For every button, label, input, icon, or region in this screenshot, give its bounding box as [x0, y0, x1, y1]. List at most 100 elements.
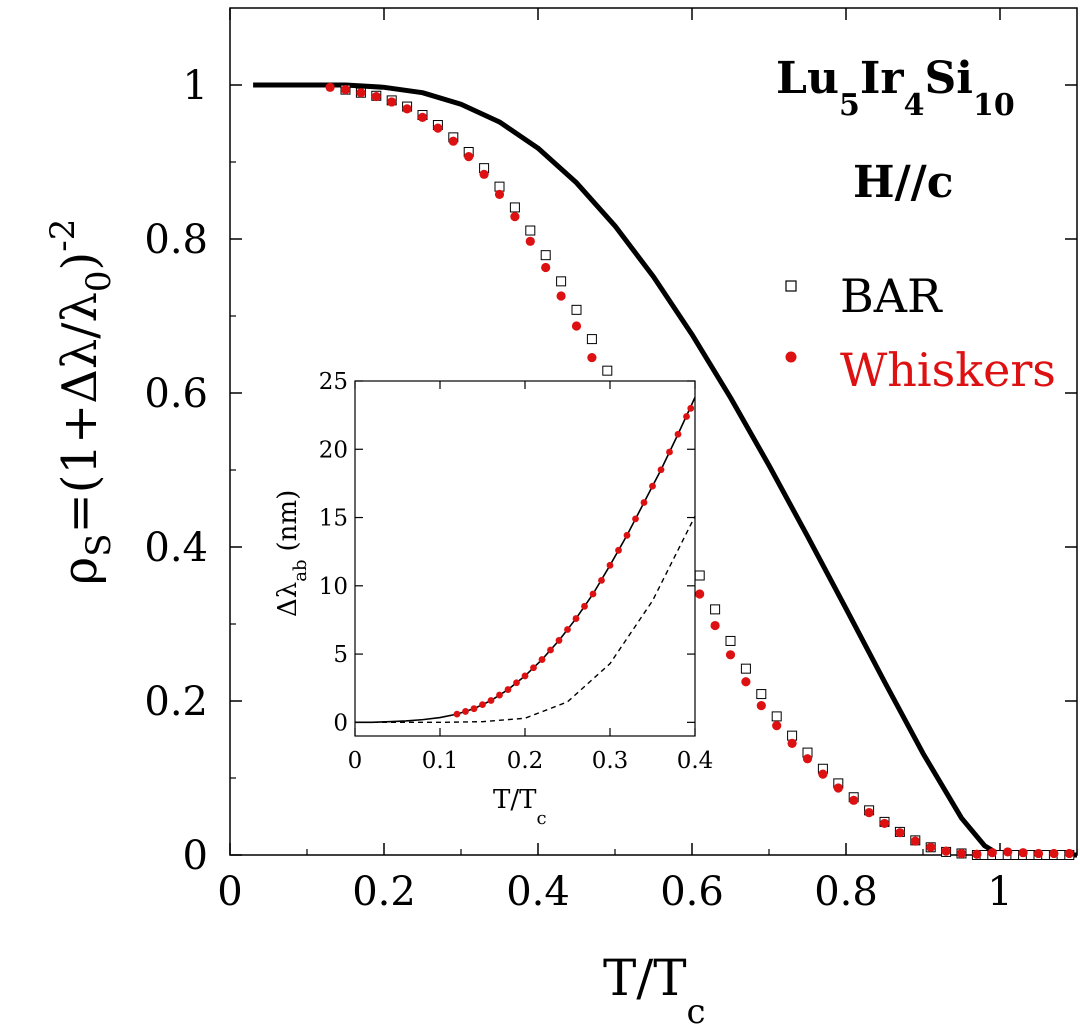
inset-whiskers-point: [666, 448, 673, 456]
inset-whiskers-point: [649, 482, 656, 490]
inset-whiskers-point: [683, 413, 690, 420]
bar-point: [509, 202, 520, 213]
whiskers-point: [772, 721, 782, 731]
formula-subscript: 10: [973, 88, 1015, 123]
whiskers-point: [833, 783, 843, 793]
whiskers-point: [371, 91, 381, 102]
bar-point: [725, 635, 736, 646]
inset-whiskers-point: [496, 691, 503, 699]
inset-y-tick-label: 15: [319, 506, 348, 532]
inset-x-tick-label: 0.1: [422, 748, 459, 774]
bar-point: [540, 250, 551, 261]
inset-y-tick-label: 0: [333, 710, 348, 736]
whiskers-point: [541, 262, 551, 273]
inset-whiskers-point: [521, 672, 529, 680]
bar-point: [586, 334, 597, 345]
inset-whiskers-point: [453, 710, 461, 718]
formula-element: Lu: [776, 53, 839, 104]
inset-whiskers-point: [581, 602, 588, 610]
whiskers-point: [756, 701, 766, 711]
x-tick-label: 0.6: [660, 869, 724, 915]
bar-point: [710, 604, 721, 615]
y-axis-label: ρS=(1+Δλ/λ0)-2: [43, 219, 119, 585]
y-label-lambda-sub: 0: [79, 270, 119, 292]
whiskers-point: [525, 236, 535, 246]
inset-whiskers-point: [640, 499, 648, 506]
inset-x-tick-label: 0: [348, 748, 363, 774]
formula-element: Si: [924, 53, 973, 104]
inset-whiskers-point: [598, 576, 605, 584]
bar-point: [602, 365, 613, 376]
inset-series: [355, 397, 696, 724]
inset-whiskers-point: [530, 664, 537, 672]
whiskers-point: [710, 620, 720, 631]
inset-axis-labels: T/Tc Δλab (nm): [273, 490, 547, 829]
inset-whiskers-point: [606, 561, 614, 569]
bar-point: [571, 304, 582, 315]
y-tick-label: 0.2: [144, 679, 208, 725]
inset-whiskers-point: [687, 404, 695, 412]
whiskers-point: [941, 846, 951, 856]
inset-whiskers-point: [564, 626, 571, 633]
x-axis-label-main: T/T: [603, 949, 687, 1007]
x-axis-label-sub: c: [687, 992, 706, 1029]
formula-element: Ir: [860, 53, 905, 104]
main-ticks: [229, 8, 1078, 856]
inset-y-label-main: Δλ: [273, 582, 303, 617]
model-curve: [253, 82, 1077, 858]
inset-whiskers-point: [589, 590, 597, 598]
inset-dashed-curve: [355, 515, 696, 724]
whiskers-point: [402, 104, 412, 114]
whiskers-point: [464, 152, 474, 162]
inset-whiskers-point: [632, 515, 639, 523]
whiskers-point: [479, 169, 489, 179]
whiskers-point: [956, 848, 967, 859]
inset-y-tick-label: 25: [319, 369, 348, 395]
inset-whiskers-point: [623, 531, 631, 539]
whiskers-point: [818, 769, 828, 779]
inset-tick-labels: 0 0.1 0.2 0.3 0.4 0 5 10 15 20 25: [319, 369, 714, 774]
inset-whiskers-point: [462, 708, 469, 715]
inset-whiskers-point: [555, 637, 563, 644]
x-tick-label: 0.8: [814, 869, 878, 915]
whiskers-point: [494, 189, 505, 199]
bar-point: [756, 689, 767, 700]
bar-point: [694, 570, 705, 581]
inset-y-tick-label: 10: [319, 574, 348, 600]
whiskers-point: [387, 97, 397, 107]
whiskers-point: [1033, 848, 1044, 859]
y-tick-label: 0.6: [144, 371, 208, 417]
legend-label-bar: BAR: [840, 269, 943, 323]
whiskers-point: [725, 650, 736, 660]
inset-whiskers-point: [615, 546, 622, 554]
inset-ticks: [354, 380, 696, 736]
inset-whiskers-point: [538, 656, 546, 663]
inset-whiskers-point: [513, 679, 520, 687]
whiskers-point: [864, 808, 874, 818]
y-label-exponent: -2: [43, 219, 83, 252]
whiskers-point: [510, 212, 520, 222]
inset-x-label-sub: c: [536, 808, 546, 829]
x-axis-label: T/Tc: [603, 949, 706, 1029]
whiskers-point: [987, 848, 997, 858]
x-tick-label: 0.2: [352, 869, 416, 915]
y-label-expression: =(1+Δλ/λ: [52, 292, 108, 533]
x-tick-label: 1: [987, 869, 1012, 915]
y-tick-label: 0.4: [144, 525, 208, 571]
whiskers-point: [895, 828, 905, 838]
whiskers-point: [741, 677, 751, 687]
inset-x-tick-label: 0.3: [592, 748, 629, 774]
inset-whiskers-point: [470, 705, 478, 713]
y-tick-label: 0: [183, 833, 208, 879]
inset-y-tick-label: 20: [319, 437, 348, 463]
main-annotation: Lu5Ir4Si10 H//c: [776, 53, 1015, 208]
whiskers-point: [1049, 848, 1059, 859]
whiskers-point: [972, 849, 982, 859]
whiskers-point: [1018, 848, 1028, 858]
whiskers-point: [325, 82, 335, 92]
inset-x-label-main: T/T: [493, 785, 537, 815]
whiskers-point: [417, 112, 428, 122]
whiskers-point: [587, 352, 597, 363]
